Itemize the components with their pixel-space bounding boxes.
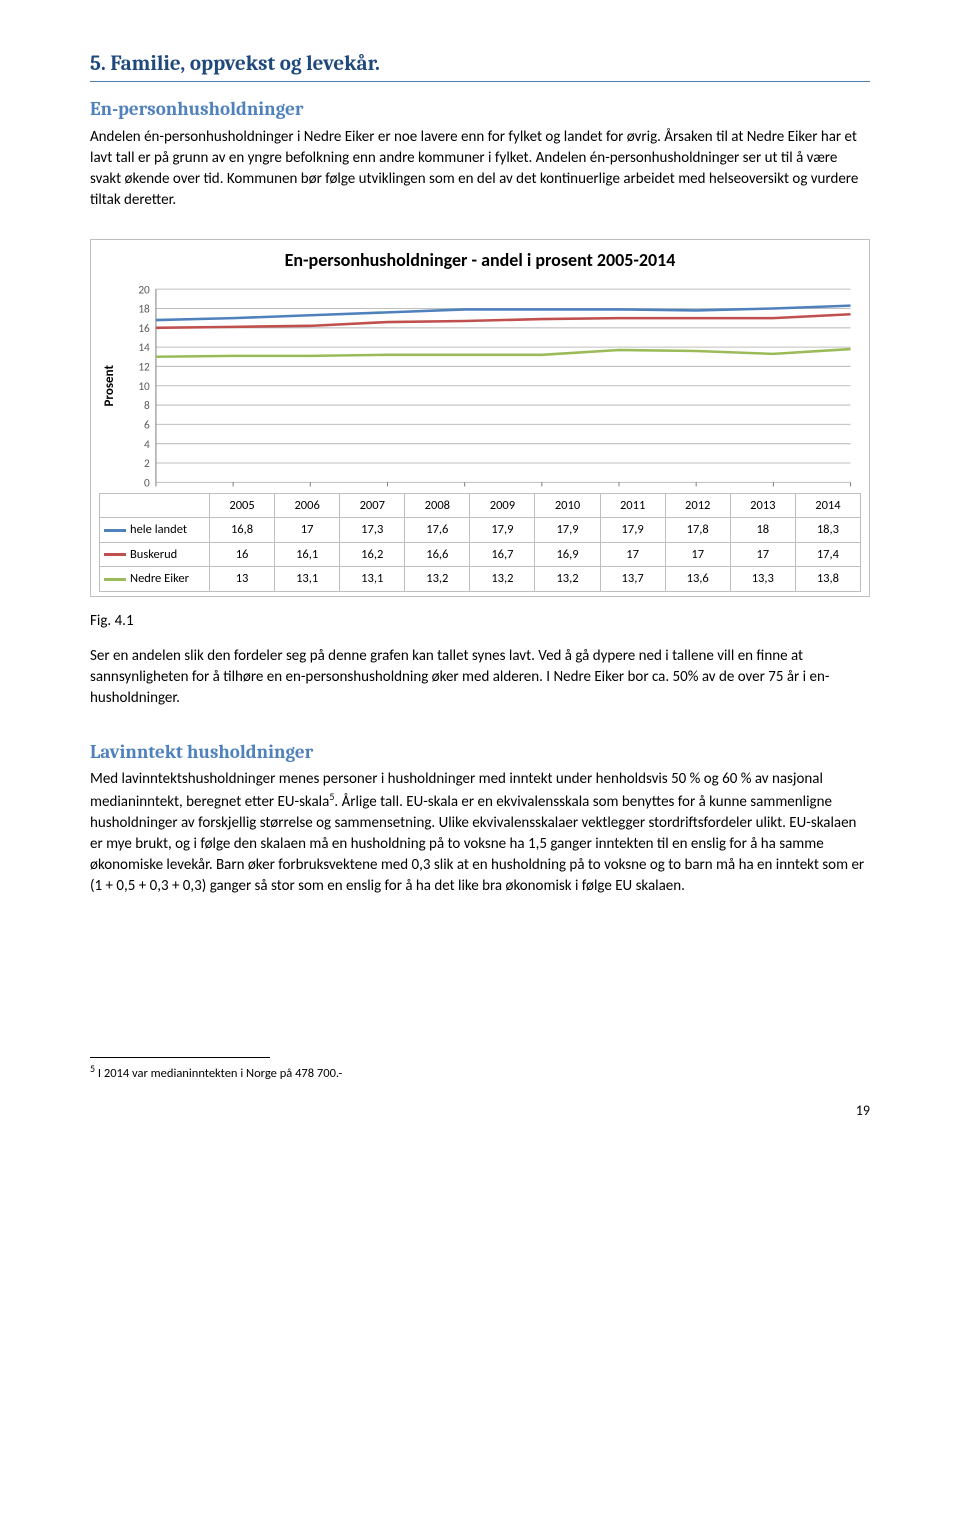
svg-text:0: 0: [144, 477, 150, 489]
footnote-text: I 2014 var medianinntekten i Norge på 47…: [95, 1066, 342, 1081]
svg-text:4: 4: [144, 438, 150, 452]
footnote: 5 I 2014 var medianinntekten i Norge på …: [90, 1062, 870, 1083]
chart-plot: 0 2 4 6 8 10 12 14 16 18 20: [121, 283, 861, 489]
paragraph-1: Andelen én-personhusholdninger i Nedre E…: [90, 127, 870, 211]
svg-text:12: 12: [139, 361, 151, 375]
paragraph-3: Med lavinntektshusholdninger menes perso…: [90, 769, 870, 897]
svg-text:2: 2: [144, 457, 150, 471]
svg-text:10: 10: [139, 380, 151, 394]
svg-text:16: 16: [139, 322, 151, 336]
figure-label: Fig. 4.1: [90, 611, 870, 632]
paragraph-2: Ser en andelen slik den fordeler seg på …: [90, 646, 870, 709]
svg-text:6: 6: [144, 419, 150, 433]
svg-text:20: 20: [139, 283, 151, 297]
chart-ylabel: Prosent: [99, 283, 121, 489]
subheading-1: En-personhusholdninger: [90, 96, 870, 123]
footnote-separator: [90, 1057, 270, 1058]
chart-title: En-personhusholdninger - andel i prosent…: [99, 248, 861, 273]
page-number: 19: [90, 1101, 870, 1121]
svg-text:14: 14: [139, 341, 151, 355]
svg-text:8: 8: [144, 399, 150, 413]
section-title: 5. Familie, oppvekst og levekår.: [90, 50, 870, 82]
subheading-2: Lavinntekt husholdninger: [90, 739, 870, 766]
chart-container: En-personhusholdninger - andel i prosent…: [90, 239, 870, 597]
svg-text:18: 18: [139, 303, 151, 317]
chart-data-table: 2005200620072008200920102011201220132014…: [99, 493, 861, 592]
